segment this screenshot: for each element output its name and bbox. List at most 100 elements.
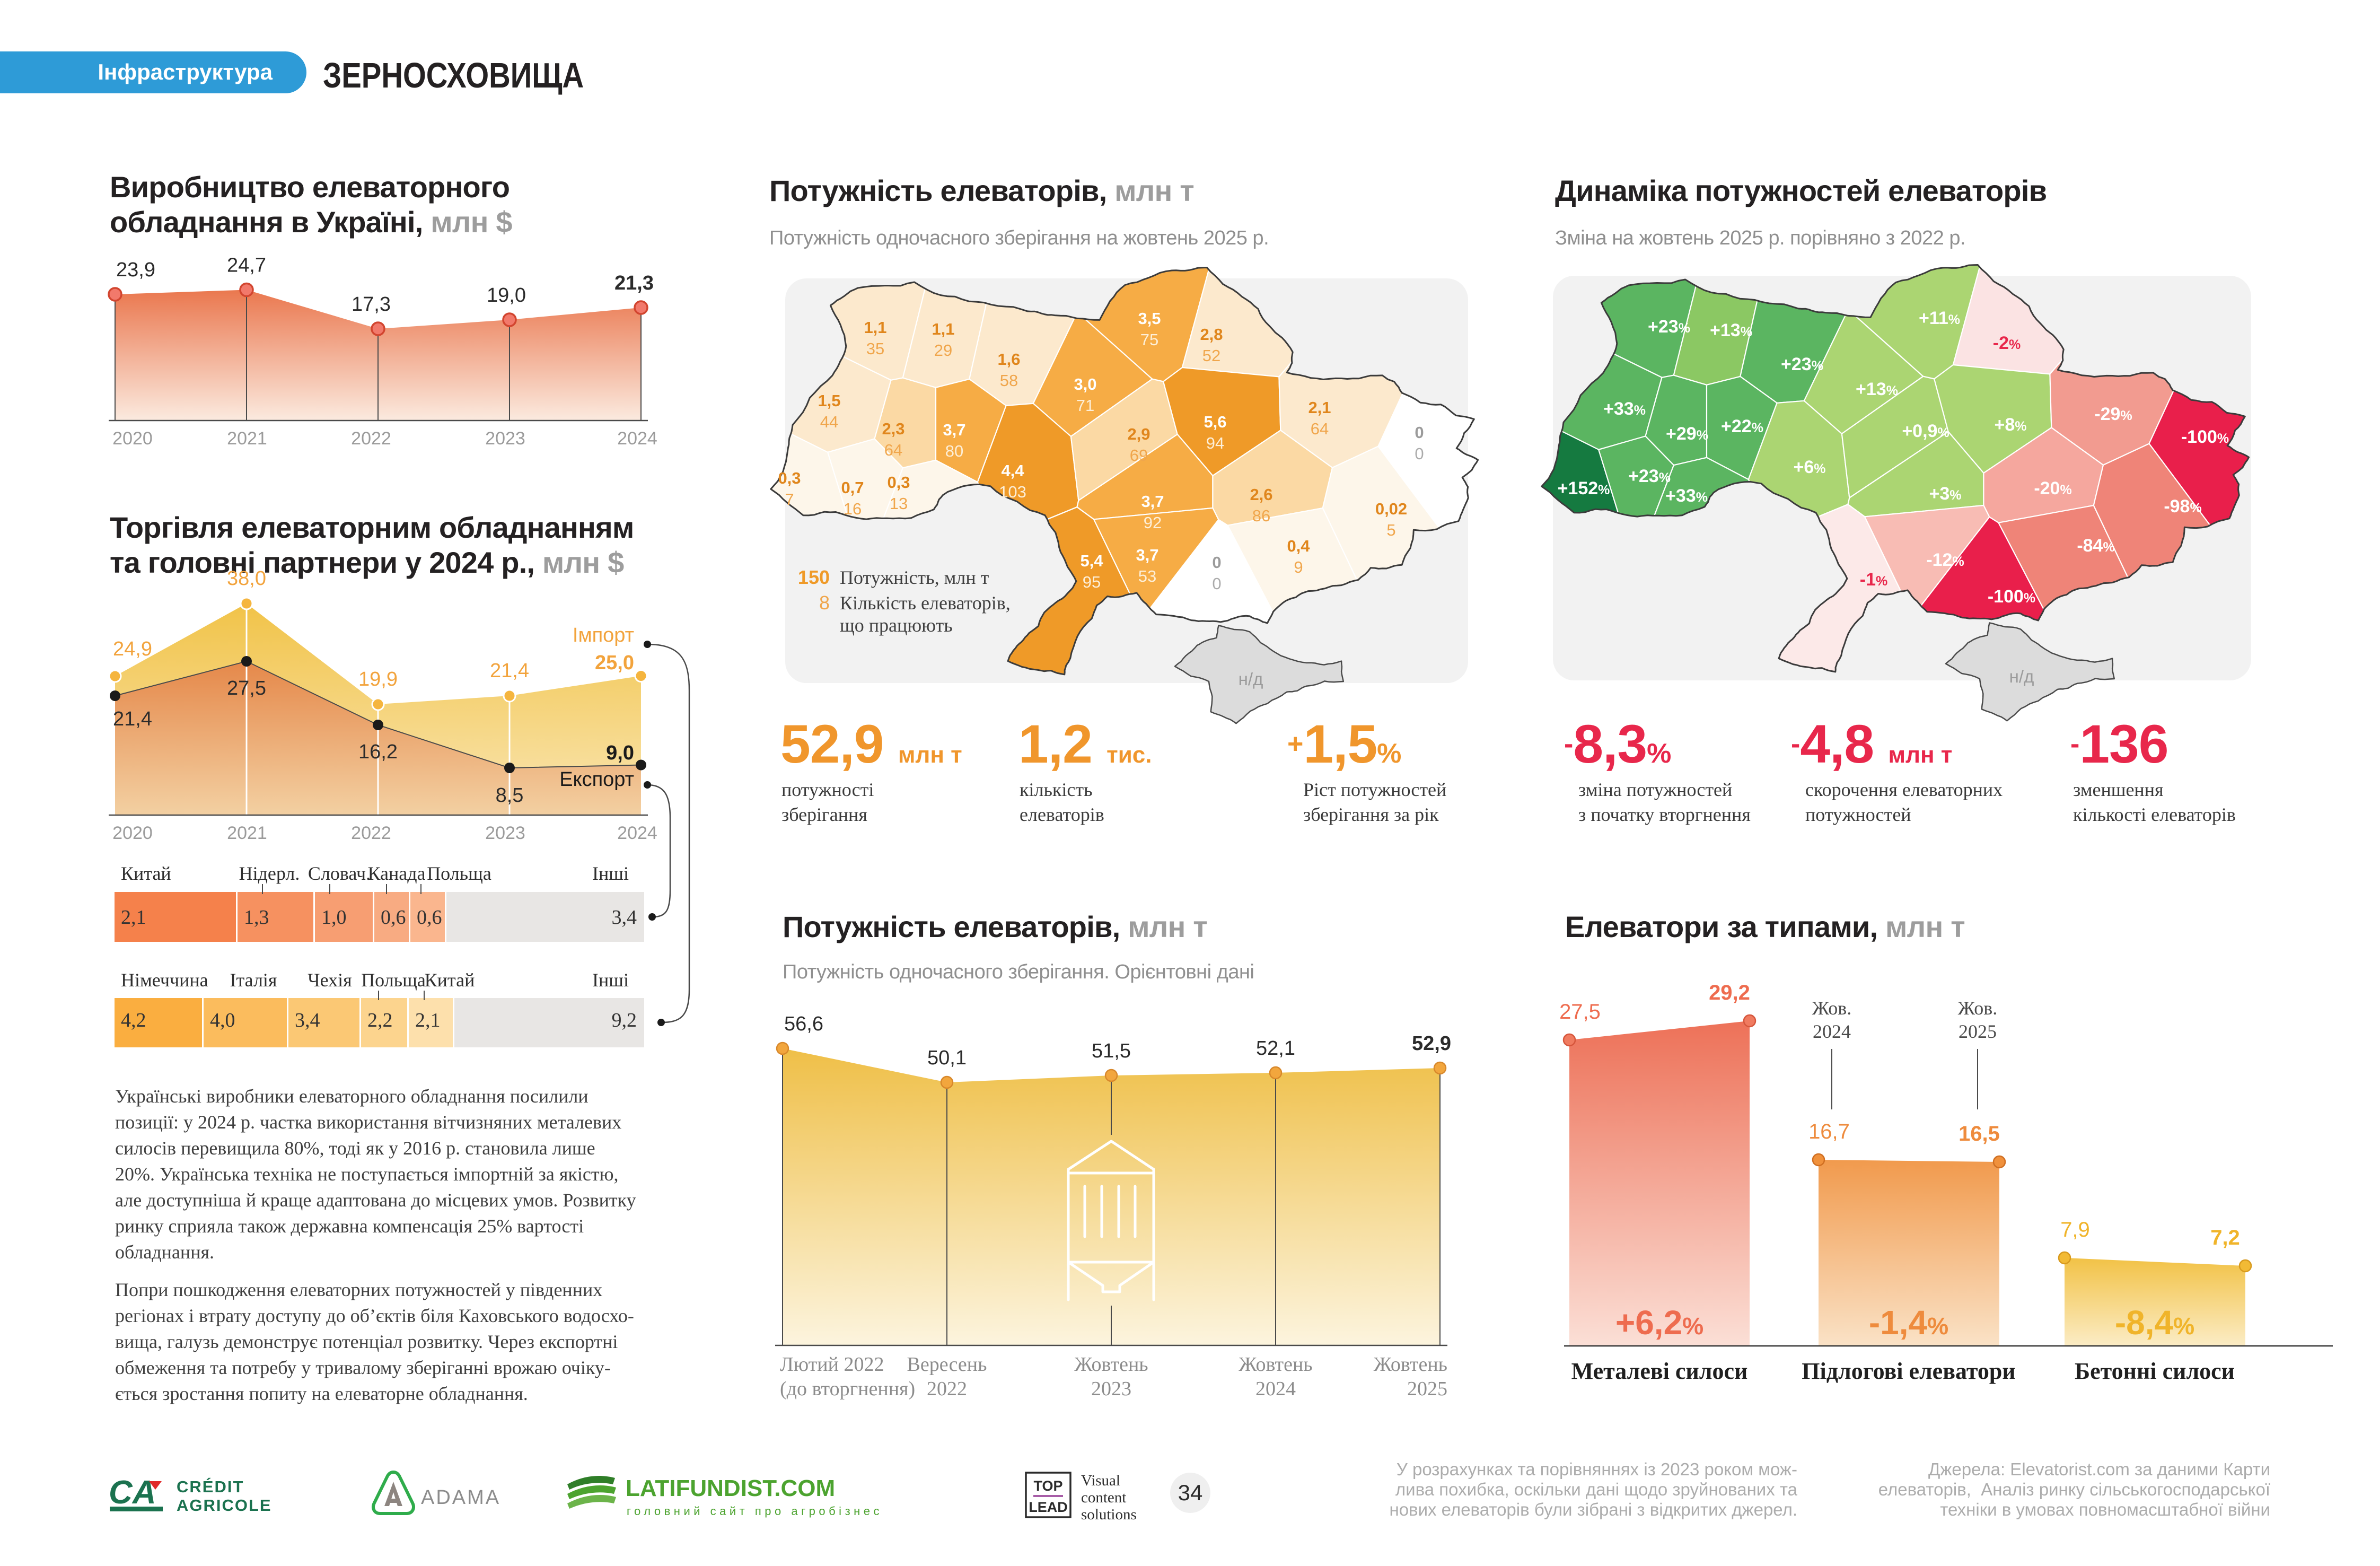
- svg-text:+6%: +6%: [1794, 457, 1826, 477]
- svg-text:3,7: 3,7: [1136, 546, 1158, 564]
- svg-text:+6,2%: +6,2%: [1615, 1303, 1703, 1342]
- svg-text:2024: 2024: [1255, 1378, 1296, 1400]
- svg-text:7,9: 7,9: [2060, 1218, 2090, 1241]
- svg-text:53: 53: [1138, 567, 1156, 585]
- svg-text:2021: 2021: [227, 428, 267, 449]
- svg-text:TOP: TOP: [1033, 1478, 1062, 1494]
- svg-text:8,5: 8,5: [496, 784, 524, 807]
- svg-text:16,7: 16,7: [1808, 1120, 1850, 1143]
- svg-text:5,6: 5,6: [1204, 413, 1226, 431]
- svg-text:64: 64: [1311, 419, 1329, 438]
- svg-text:16: 16: [844, 500, 862, 518]
- svg-text:-1%: -1%: [1860, 570, 1887, 590]
- svg-text:19,9: 19,9: [358, 668, 398, 690]
- svg-text:1,6: 1,6: [997, 350, 1020, 369]
- svg-text:3,5: 3,5: [1138, 309, 1161, 328]
- svg-text:+13%: +13%: [1856, 379, 1898, 399]
- svg-text:9,2: 9,2: [612, 1009, 637, 1031]
- svg-text:75: 75: [1140, 330, 1158, 349]
- svg-text:86: 86: [1252, 506, 1270, 525]
- svg-text:29: 29: [934, 341, 952, 360]
- svg-text:7: 7: [785, 490, 794, 509]
- svg-text:23,9: 23,9: [116, 259, 155, 281]
- svg-text:2024: 2024: [617, 428, 657, 449]
- svg-text:+11%: +11%: [1919, 308, 1960, 328]
- svg-text:1,1: 1,1: [864, 318, 886, 337]
- svg-text:92: 92: [1144, 513, 1162, 532]
- svg-text:52,1: 52,1: [1256, 1037, 1295, 1060]
- svg-text:4,0: 4,0: [210, 1009, 235, 1031]
- svg-text:4,2: 4,2: [121, 1009, 146, 1031]
- svg-text:1,3: 1,3: [244, 906, 269, 929]
- svg-text:2,2: 2,2: [367, 1009, 393, 1031]
- svg-text:н/д: н/д: [2009, 667, 2034, 686]
- svg-text:0,3: 0,3: [778, 469, 801, 487]
- svg-text:+33%: +33%: [1665, 486, 1708, 506]
- svg-text:solutions: solutions: [1081, 1506, 1137, 1521]
- svg-text:0: 0: [1212, 553, 1221, 572]
- svg-text:27,5: 27,5: [1559, 1000, 1601, 1023]
- svg-text:3,4: 3,4: [295, 1009, 320, 1031]
- svg-text:0: 0: [1415, 444, 1424, 463]
- svg-text:+152%: +152%: [1558, 478, 1610, 498]
- svg-text:Італія: Італія: [230, 969, 277, 991]
- svg-text:0,3: 0,3: [887, 473, 910, 492]
- svg-text:-1,4%: -1,4%: [1869, 1303, 1948, 1342]
- svg-text:Жовтень: Жовтень: [1074, 1353, 1148, 1376]
- svg-text:-84%: -84%: [2077, 536, 2114, 556]
- svg-text:н/д: н/д: [1239, 669, 1263, 689]
- svg-text:1,5: 1,5: [818, 391, 840, 410]
- svg-text:69: 69: [1130, 446, 1148, 465]
- svg-text:-100%: -100%: [1988, 587, 2035, 607]
- svg-text:-12%: -12%: [1926, 550, 1964, 570]
- svg-text:21,3: 21,3: [614, 272, 654, 294]
- svg-text:CA: CA: [109, 1474, 156, 1511]
- svg-text:Жов.: Жов.: [1958, 998, 1997, 1019]
- svg-text:1,1: 1,1: [932, 320, 954, 338]
- svg-text:44: 44: [820, 413, 838, 431]
- svg-text:+8%: +8%: [1995, 415, 2027, 435]
- svg-text:-29%: -29%: [2094, 404, 2132, 424]
- svg-text:Бетонні силоси: Бетонні силоси: [2075, 1358, 2235, 1384]
- svg-text:9: 9: [1294, 558, 1303, 576]
- svg-text:Жовтень: Жовтень: [1239, 1353, 1312, 1376]
- svg-text:4,4: 4,4: [1001, 461, 1024, 480]
- svg-text:16,2: 16,2: [358, 741, 398, 763]
- svg-text:2025: 2025: [1959, 1021, 1997, 1042]
- svg-text:0,6: 0,6: [417, 906, 442, 929]
- svg-text:24,7: 24,7: [227, 255, 266, 277]
- svg-text:content: content: [1081, 1489, 1126, 1506]
- svg-text:27,5: 27,5: [227, 677, 266, 699]
- svg-text:5: 5: [1386, 521, 1395, 539]
- svg-text:Visual: Visual: [1081, 1472, 1120, 1489]
- svg-text:29,2: 29,2: [1709, 981, 1750, 1004]
- svg-text:AGRICOLE: AGRICOLE: [177, 1496, 272, 1515]
- svg-text:+23%: +23%: [1628, 466, 1671, 486]
- svg-text:-8,4%: -8,4%: [2115, 1303, 2194, 1342]
- svg-text:52: 52: [1202, 346, 1220, 365]
- svg-text:Польща: Польща: [361, 969, 426, 991]
- svg-text:2023: 2023: [485, 428, 525, 449]
- svg-text:Імпорт: Імпорт: [573, 624, 634, 646]
- svg-text:Металеві силоси: Металеві силоси: [1571, 1358, 1748, 1384]
- svg-text:Інші: Інші: [592, 969, 629, 991]
- svg-text:2,3: 2,3: [882, 419, 904, 438]
- svg-text:головний сайт про агробізнес: головний сайт про агробізнес: [627, 1504, 883, 1518]
- svg-text:150: 150: [798, 566, 830, 588]
- svg-text:95: 95: [1083, 573, 1101, 591]
- svg-text:2024: 2024: [617, 823, 657, 843]
- svg-text:2,1: 2,1: [415, 1009, 441, 1031]
- svg-text:25,0: 25,0: [595, 652, 634, 674]
- svg-text:+13%: +13%: [1710, 320, 1752, 340]
- svg-text:2022: 2022: [927, 1378, 967, 1400]
- svg-text:Нідерл.: Нідерл.: [239, 863, 300, 884]
- svg-text:2023: 2023: [485, 823, 525, 843]
- svg-text:21,4: 21,4: [490, 660, 529, 682]
- svg-text:Кількість елеваторів,: Кількість елеваторів,: [840, 592, 1011, 614]
- svg-text:+29%: +29%: [1666, 424, 1708, 444]
- svg-text:64: 64: [884, 441, 902, 459]
- svg-text:LATIFUNDIST.COM: LATIFUNDIST.COM: [626, 1475, 835, 1501]
- svg-text:3,0: 3,0: [1074, 375, 1096, 393]
- svg-text:Інші: Інші: [592, 863, 629, 884]
- svg-text:LEAD: LEAD: [1029, 1499, 1068, 1515]
